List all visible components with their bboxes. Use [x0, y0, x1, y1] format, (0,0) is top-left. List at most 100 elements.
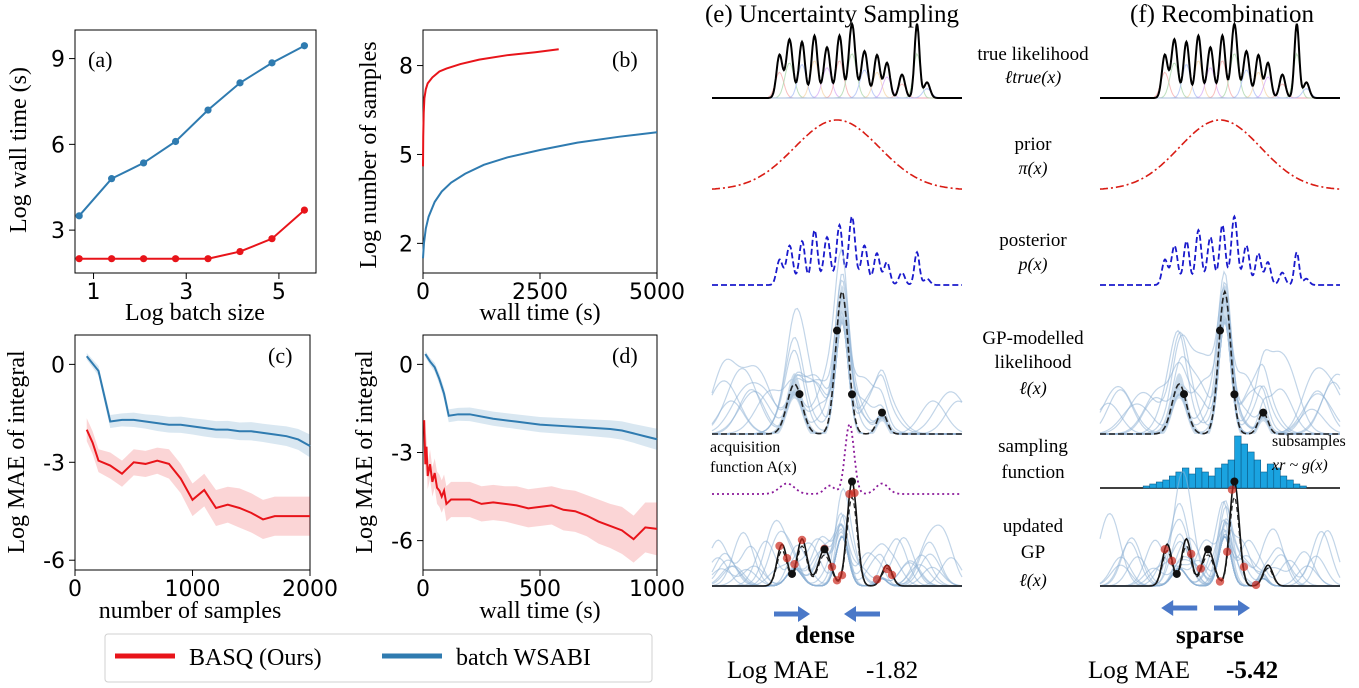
panel-a-point-wsabi [268, 59, 276, 67]
panel-e-gp-observation [878, 408, 886, 417]
panel-f-updated-observation [1204, 545, 1212, 554]
panel-b: 0 2500 5000 2 5 8 (b) wall time (s) Log numbe… [356, 29, 685, 326]
sub-annotation: subsamples [1272, 433, 1346, 450]
panel-c-line-wsabi [85, 355, 311, 447]
panel-d-xlabel: wall time (s) [479, 598, 600, 624]
panel-f-histogram-bar [1293, 483, 1301, 489]
panel-f [1099, 21, 1341, 616]
panel-b-xlabel: wall time (s) [479, 300, 600, 326]
panel-f-histogram-bar [1188, 473, 1196, 489]
panel-e-arrow-head [798, 606, 810, 622]
acq-annotation: acquisition [710, 439, 780, 456]
panel-f-updated-observation [1172, 569, 1181, 578]
panel-a-label: (a) [88, 47, 112, 72]
panel-f-histogram-bar [1253, 459, 1262, 489]
panel-f-arrow-head [1161, 600, 1174, 616]
panel-c-xtick-label: 2000 [282, 577, 338, 602]
panel-f-posterior [1100, 214, 1340, 286]
panel-a-frame [74, 29, 317, 274]
panel-f-subsample-point [1196, 564, 1206, 573]
row-updated-symbol: ℓ(x) [1019, 570, 1046, 591]
panel-f-gp-observation [1180, 390, 1188, 399]
panel-d-line-basq [423, 420, 658, 541]
panel-e-updated-observation [820, 545, 829, 554]
panel-d-ytick-label: 0 [399, 353, 413, 378]
panel-c-xlabel: number of samples [99, 598, 282, 624]
panel-a-xtick-label: 1 [87, 280, 101, 305]
panel-a-xtick-label: 5 [272, 280, 286, 305]
panel-f-subsample-point [1251, 580, 1261, 590]
panel-a-point-basq [108, 255, 116, 263]
panel-e-acquisition [712, 421, 962, 495]
panel-f-gp-observation [1259, 408, 1268, 417]
panel-e-updated-observation [848, 477, 856, 486]
panel-f-histogram-bar [1208, 475, 1216, 489]
panel-f-histogram-bar [1142, 485, 1151, 489]
panel-f-subsample-point [1223, 547, 1232, 556]
panel-d-band-basq [424, 408, 657, 563]
panel-a-point-wsabi [171, 137, 180, 146]
panel-a: 1 3 5 3 6 9 (a) Log batch size Log wall time … [6, 29, 317, 326]
panel-f-histogram-bar [1247, 451, 1255, 489]
panel-a-ylabel: Log wall time (s) [6, 67, 32, 233]
panel-a-point-basq [75, 255, 83, 263]
panel-e-gp-sample [712, 295, 962, 435]
panel-a-point-wsabi [300, 42, 309, 50]
panel-a-line-basq [79, 209, 306, 260]
panel-f-histogram-bar [1240, 443, 1248, 489]
panel-c-ytick-label: -6 [43, 549, 65, 574]
panel-d-line-wsabi [424, 353, 658, 441]
panel-d-band-wsabi [425, 351, 657, 450]
panel-f-prior [1099, 119, 1341, 190]
panel-b-ytick-label: 8 [399, 55, 413, 80]
panel-f-title: (f) Recombination [1130, 1, 1314, 28]
panel-b-xtick-label: 0 [416, 280, 430, 305]
panel-a-ytick-label: 9 [51, 48, 65, 73]
panel-e-subsample-point [775, 541, 784, 551]
panel-e-true-likelihood [712, 21, 962, 99]
panel-f-histogram-bar [1214, 467, 1222, 489]
panel-a-point-basq [171, 255, 180, 263]
panel-e-subsample-point [782, 553, 792, 563]
panel-f-subsample-point [1215, 577, 1225, 586]
panel-d-label: (d) [612, 343, 638, 368]
panel-c-ytick-label: 0 [51, 353, 65, 378]
panel-f-histogram-bar [1201, 471, 1209, 489]
panel-f-histogram-bar [1169, 475, 1177, 489]
panel-f-histogram-bar [1155, 481, 1164, 489]
panel-f-histogram-bar [1149, 483, 1157, 489]
panel-b-line-basq [422, 48, 559, 167]
panel-a-point-wsabi [204, 106, 212, 114]
panel-c-band-wsabi [86, 352, 310, 458]
panel-b-ytick-label: 2 [399, 232, 413, 257]
panel-d-xtick-label: 0 [416, 577, 430, 602]
row-updated: updated [1003, 516, 1064, 537]
panel-e-arrow-head [844, 606, 856, 622]
row-gp-symbol: ℓ(x) [1019, 378, 1046, 399]
row-true-likelihood-symbol: ℓtrue(x) [1005, 67, 1061, 88]
panel-f-subsample-point [1187, 549, 1196, 559]
panel-f-subsample-point [1160, 545, 1170, 554]
sparse-label: sparse [1176, 622, 1244, 649]
panel-a-point-wsabi [139, 159, 148, 167]
panel-c-ylabel: Log MAE of integral [4, 350, 30, 554]
panel-f-updated-gp-dashed [1100, 495, 1340, 587]
panel-f-histogram-bar [1286, 479, 1294, 489]
panel-a-line-wsabi [78, 44, 305, 217]
panel-a-xlabel: Log batch size [125, 300, 265, 326]
panel-f-gp-observation [1216, 326, 1224, 335]
panel-e-subsample-point [797, 535, 807, 545]
f-metric-value: -5.42 [1226, 657, 1278, 684]
panel-f-arrow-head [1238, 600, 1250, 616]
panel-d-xtick-label: 1000 [629, 577, 685, 602]
panel-e-subsample-point [790, 559, 799, 569]
panel-b-ytick-label: 5 [399, 143, 413, 168]
panel-a-point-basq [236, 247, 244, 256]
panel-f-histogram-bar [1279, 475, 1288, 489]
panel-a-point-wsabi [108, 175, 116, 183]
panel-a-xtick-label: 3 [179, 280, 193, 305]
panel-d: 0 500 1000 0 -3 -6 (d) wall time (s) Log MAE … [352, 334, 685, 624]
panel-b-xtick-label: 2500 [512, 280, 568, 305]
panel-c-xtick-label: 0 [68, 577, 82, 602]
panel-e-subsample-point [837, 570, 847, 580]
